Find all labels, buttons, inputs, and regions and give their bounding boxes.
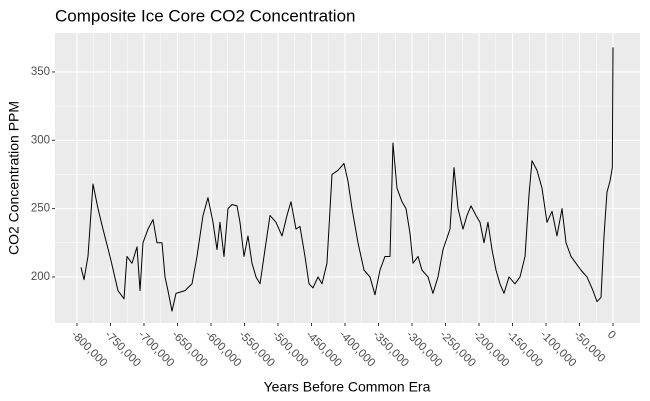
x-tick-label: -200,000 — [471, 329, 512, 370]
x-tick-label: -100,000 — [538, 329, 579, 370]
x-tick-label: -250,000 — [437, 329, 478, 370]
y-tick-label: 250 — [31, 203, 50, 215]
y-tick-label: 350 — [31, 66, 50, 78]
x-tick-label: -650,000 — [169, 329, 210, 370]
x-tick-label: -450,000 — [303, 329, 344, 370]
x-tick-label: -400,000 — [337, 329, 378, 370]
x-tick-label: -150,000 — [504, 329, 545, 370]
x-tick-label: -550,000 — [236, 329, 277, 370]
x-tick-label: -800,000 — [69, 329, 110, 370]
x-tick-label: -750,000 — [102, 329, 143, 370]
x-tick-label: -300,000 — [404, 329, 445, 370]
y-tick-label: 200 — [31, 271, 50, 283]
x-tick-label: -600,000 — [203, 329, 244, 370]
x-tick-label: 0 — [605, 329, 618, 342]
y-tick-label: 300 — [31, 134, 50, 146]
x-tick-label: -350,000 — [370, 329, 411, 370]
co2-line — [80, 47, 614, 312]
x-tick-label: -500,000 — [270, 329, 311, 370]
x-tick-label: -700,000 — [136, 329, 177, 370]
chart-title: Composite Ice Core CO2 Concentration — [55, 6, 355, 25]
y-axis-title: CO2 Concentration PPM — [6, 101, 22, 255]
x-axis-title: Years Before Common Era — [264, 379, 431, 395]
